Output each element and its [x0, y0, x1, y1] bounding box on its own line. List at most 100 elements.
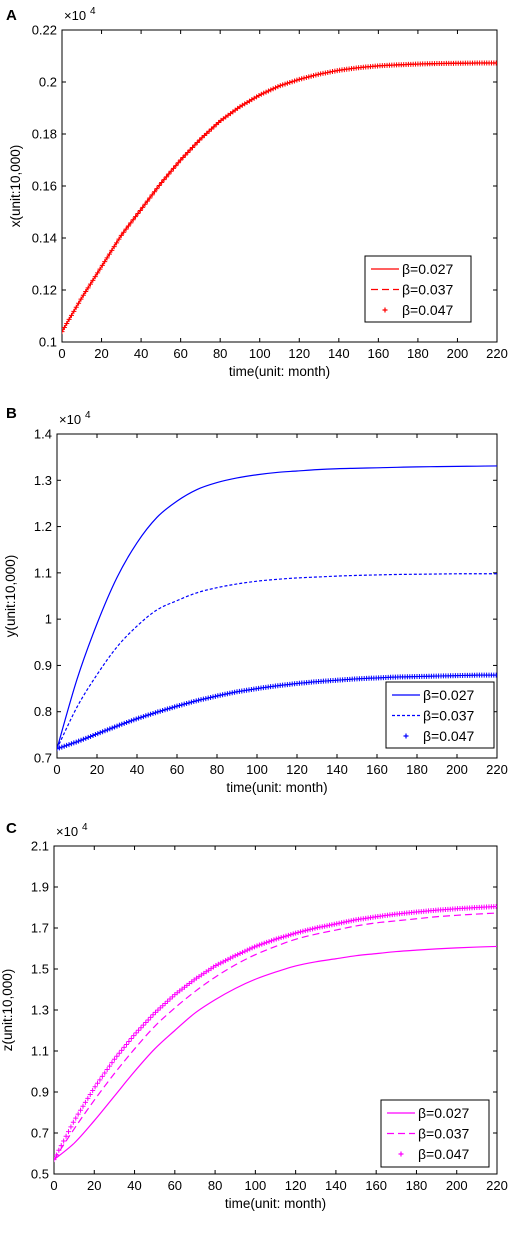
x-tick-label: 0: [58, 346, 65, 361]
marker-plus: [273, 936, 279, 942]
marker-plus: [276, 935, 282, 941]
marker-plus: [249, 945, 255, 951]
marker-plus: [273, 85, 279, 91]
marker-plus: [135, 211, 141, 217]
marker-plus: [78, 1107, 84, 1113]
x-tick-label: 20: [87, 1178, 101, 1193]
marker-plus: [227, 955, 233, 961]
marker-plus: [61, 1138, 67, 1144]
y-tick-label: 1: [45, 612, 52, 627]
x-tick-label: 100: [246, 762, 268, 777]
marker-plus: [82, 1099, 88, 1105]
marker-plus: [163, 174, 169, 180]
x-tick-label: 80: [210, 762, 224, 777]
marker-plus: [80, 1103, 86, 1109]
marker-plus: [215, 961, 221, 967]
plot-area-frame: [56, 433, 498, 759]
marker-plus: [193, 698, 199, 704]
marker-plus: [191, 698, 197, 704]
marker-plus: [235, 952, 241, 958]
marker-plus: [259, 941, 265, 947]
marker-plus: [133, 716, 139, 722]
marker-plus: [277, 83, 283, 89]
marker-plus: [268, 938, 274, 944]
x-tick-label: 140: [326, 762, 348, 777]
marker-plus: [144, 198, 150, 204]
marker-plus: [149, 192, 155, 198]
marker-plus: [128, 220, 134, 226]
marker-plus: [116, 1050, 122, 1056]
marker-plus: [180, 155, 186, 161]
marker-plus: [261, 90, 267, 96]
y-tick-label: 0.1: [39, 335, 57, 350]
y-tick-label: 1.1: [31, 1044, 49, 1059]
y-tick-label: 0.7: [31, 1126, 49, 1141]
marker-plus: [310, 926, 316, 932]
marker-plus: [156, 182, 162, 188]
marker-plus: [301, 75, 307, 81]
marker-plus: [100, 729, 106, 735]
series-markers-2: [57, 672, 497, 752]
y-tick-label: 1.7: [31, 921, 49, 936]
y-exponent-power: 4: [82, 822, 88, 833]
marker-plus: [68, 312, 74, 318]
marker-plus: [95, 270, 101, 276]
marker-plus: [244, 947, 250, 953]
marker-plus: [188, 699, 194, 705]
x-tick-label: 200: [447, 346, 469, 361]
series-line-0: [57, 465, 497, 749]
marker-plus: [62, 329, 65, 335]
x-tick-label: 220: [486, 346, 508, 361]
marker-plus: [65, 1129, 71, 1135]
legend: β=0.027 β=0.037 β=0.047: [385, 681, 495, 749]
marker-plus: [104, 255, 110, 261]
x-tick-label: 60: [170, 762, 184, 777]
marker-plus: [102, 728, 108, 734]
marker-plus: [92, 1084, 98, 1090]
marker-plus: [175, 160, 181, 166]
series-line-1: [57, 573, 497, 750]
marker-plus: [73, 304, 79, 310]
marker-plus: [88, 733, 94, 739]
x-tick-label: 180: [406, 1178, 428, 1193]
marker-plus: [160, 1003, 166, 1009]
marker-plus: [102, 1070, 108, 1076]
marker-plus: [220, 692, 226, 698]
marker-plus: [104, 727, 110, 733]
y-tick-label: 1.9: [31, 880, 49, 895]
marker-plus: [155, 1007, 161, 1013]
marker-plus: [280, 82, 286, 88]
marker-plus: [107, 726, 113, 732]
marker-plus: [118, 232, 124, 238]
y-axis-label: z(unit:10,000): [0, 969, 15, 1052]
y-tick-label: 1.5: [31, 962, 49, 977]
marker-plus: [232, 953, 238, 959]
marker-plus: [99, 262, 105, 268]
marker-plus: [150, 710, 156, 716]
marker-plus: [138, 714, 144, 720]
marker-plus: [275, 84, 281, 90]
marker-plus: [83, 735, 89, 741]
marker-plus: [179, 702, 185, 708]
x-axis-label: time(unit: month): [229, 364, 330, 379]
marker-plus: [203, 696, 209, 702]
marker-plus: [150, 1012, 156, 1018]
marker-plus: [78, 296, 84, 302]
marker-plus: [57, 746, 60, 752]
marker-plus: [152, 710, 158, 716]
marker-plus: [80, 736, 86, 742]
marker-plus: [54, 1152, 59, 1158]
y-tick-label: 1.2: [34, 519, 52, 534]
y-tick-label: 0.12: [32, 283, 57, 298]
marker-plus: [220, 959, 226, 965]
marker-plus: [57, 745, 62, 751]
marker-plus: [136, 1027, 142, 1033]
y-tick-label: 0.9: [34, 658, 52, 673]
marker-plus: [192, 142, 198, 148]
marker-plus: [210, 694, 216, 700]
legend-swatch-2: [403, 733, 409, 739]
x-tick-label: 60: [168, 1178, 182, 1193]
marker-plus: [293, 930, 299, 936]
marker-plus: [114, 240, 120, 246]
marker-plus: [109, 247, 115, 253]
